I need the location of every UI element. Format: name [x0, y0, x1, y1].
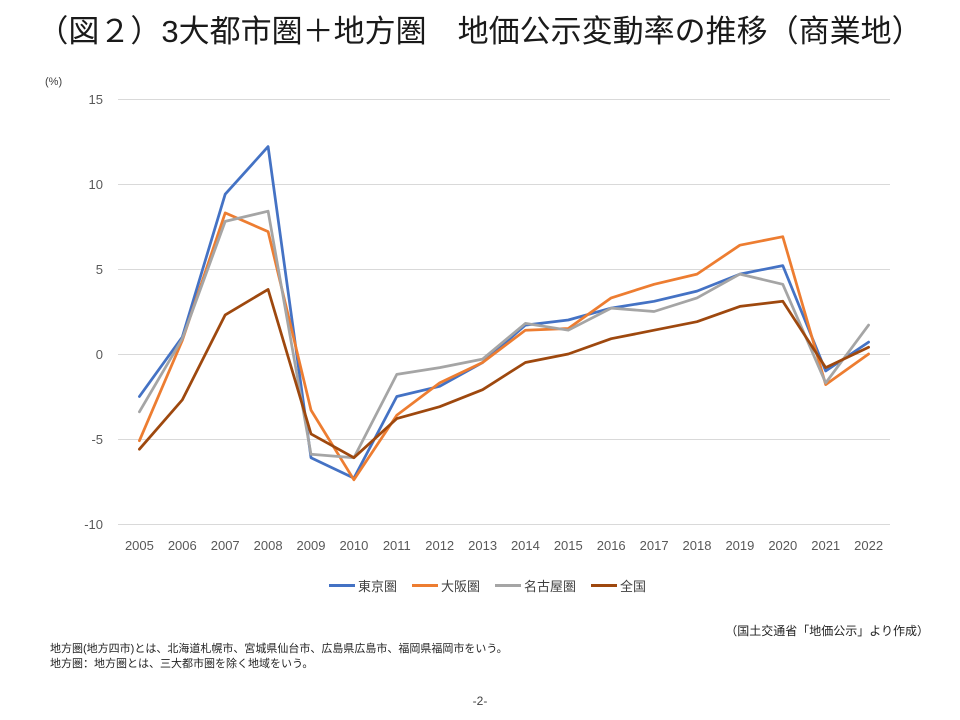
x-tick-label: 2020 [768, 538, 797, 553]
series-line-2 [138, 211, 870, 482]
y-axis-tick-labels: 15 10 5 0 -5 -10 [84, 92, 103, 532]
x-tick-label: 2018 [683, 538, 712, 553]
x-tick-label: 2007 [211, 538, 240, 553]
line-chart: 15 10 5 0 -5 -10 2005 2006 2007 2008 2009 2010 2011… [84, 92, 890, 553]
footnote-regional-area: 地方圏：地方圏とは、三大都市圏を除く地域をいう。 [50, 658, 314, 670]
legend-item-4: 全国 [591, 576, 646, 595]
x-tick-label: 2012 [425, 538, 454, 553]
series-line-3 [138, 209, 870, 460]
legend-label-2: 大阪圏 [441, 578, 481, 594]
legend-swatch-2 [412, 583, 439, 587]
slide-title: （図２）3大都市圏＋地方圏 地価公示変動率の推移（商業地） [37, 14, 923, 49]
legend-swatch-1 [329, 583, 355, 587]
footnotes: 地方圏(地方四市)とは、北海道札幌市、宮城県仙台市、広島県広島市、福岡県福岡市を… [50, 642, 910, 672]
y-tick-label: -10 [84, 517, 103, 532]
x-tick-label: 2013 [468, 538, 497, 553]
y-tick-label: 5 [96, 262, 103, 277]
x-tick-label: 2011 [383, 538, 411, 553]
y-tick-label: 10 [89, 177, 103, 192]
x-tick-label: 2006 [168, 538, 197, 553]
legend-label-1: 東京圏 [358, 578, 398, 594]
footnote-regional-cities: 地方圏(地方四市)とは、北海道札幌市、宮城県仙台市、広島県広島市、福岡県福岡市を… [50, 643, 508, 655]
legend-swatch-4 [591, 583, 618, 587]
legend-item-3: 名古屋圏 [495, 576, 576, 595]
y-tick-label: -5 [91, 432, 103, 447]
page-number: -2- [472, 694, 488, 708]
x-tick-label: 2010 [339, 538, 368, 553]
legend: 東京圏 大阪圏 名古屋圏 全国 [329, 576, 661, 594]
x-tick-label: 2009 [297, 538, 326, 553]
x-tick-label: 2021 [811, 538, 840, 553]
legend-item-2: 大阪圏 [412, 576, 480, 595]
series-line-4 [138, 288, 870, 460]
y-axis-unit-label: (%) [45, 76, 63, 88]
legend-label-3: 名古屋圏 [524, 578, 577, 594]
x-tick-label: 2014 [511, 538, 540, 553]
series-lines [138, 145, 870, 482]
x-tick-label: 2015 [554, 538, 583, 553]
x-tick-label: 2017 [640, 538, 669, 553]
series-line-1 [138, 145, 870, 480]
gridlines [118, 99, 890, 525]
legend-item-1: 東京圏 [329, 576, 397, 595]
x-tick-label: 2008 [254, 538, 283, 553]
x-tick-label: 2005 [125, 538, 154, 553]
x-tick-label: 2019 [725, 538, 754, 553]
x-tick-label: 2016 [597, 538, 626, 553]
source-note: （国土交通省「地価公示」より作成） [725, 624, 929, 638]
legend-label-4: 全国 [620, 578, 647, 594]
legend-swatch-3 [495, 583, 522, 587]
x-tick-label: 2022 [854, 538, 883, 553]
y-tick-label: 15 [89, 92, 103, 107]
x-axis-tick-labels: 2005 2006 2007 2008 2009 2010 2011 2012 2013 2014… [125, 538, 883, 553]
y-tick-label: 0 [96, 347, 103, 362]
